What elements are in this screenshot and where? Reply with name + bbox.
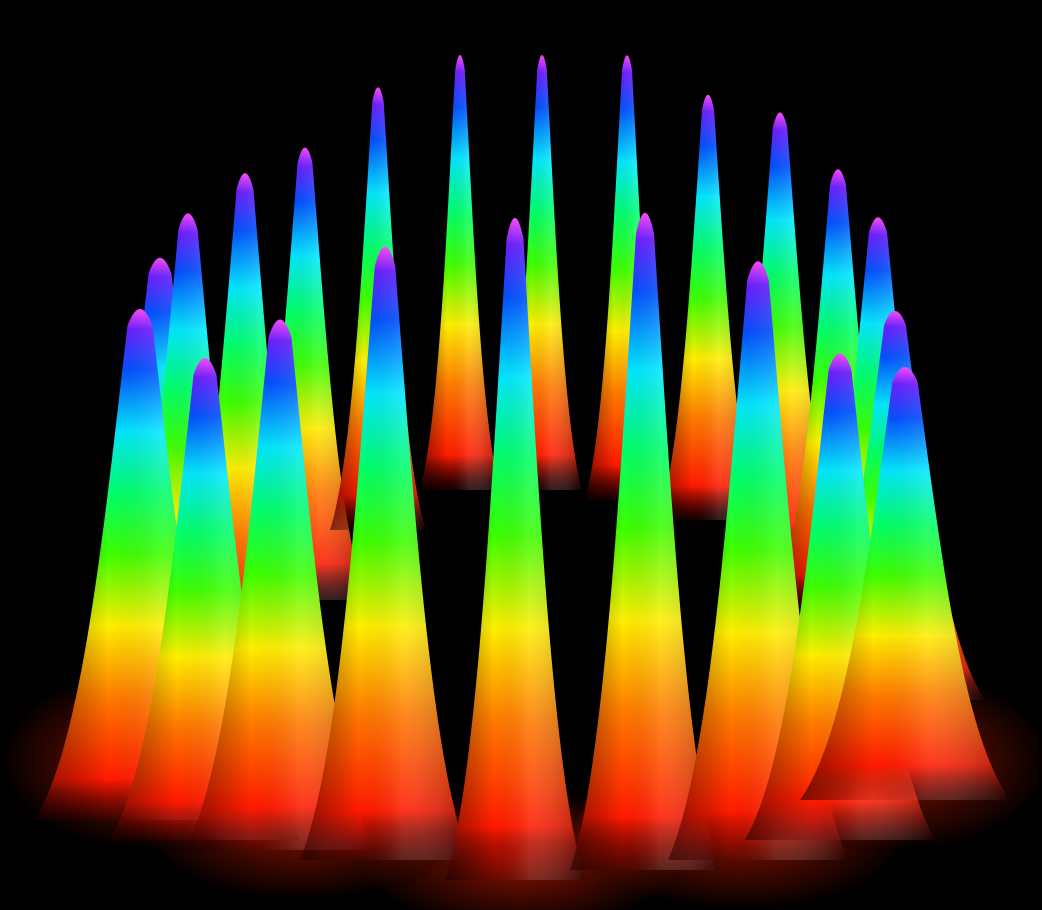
back-peak-9 bbox=[658, 94, 758, 521]
back-peak-6 bbox=[420, 55, 500, 491]
front-peak-3 bbox=[185, 319, 375, 850]
front-peak-5 bbox=[445, 217, 585, 880]
front-row-peaks bbox=[35, 212, 1010, 880]
front-peak-9 bbox=[800, 367, 1010, 800]
front-peak-4 bbox=[300, 246, 470, 860]
front-peak-6 bbox=[570, 212, 720, 870]
